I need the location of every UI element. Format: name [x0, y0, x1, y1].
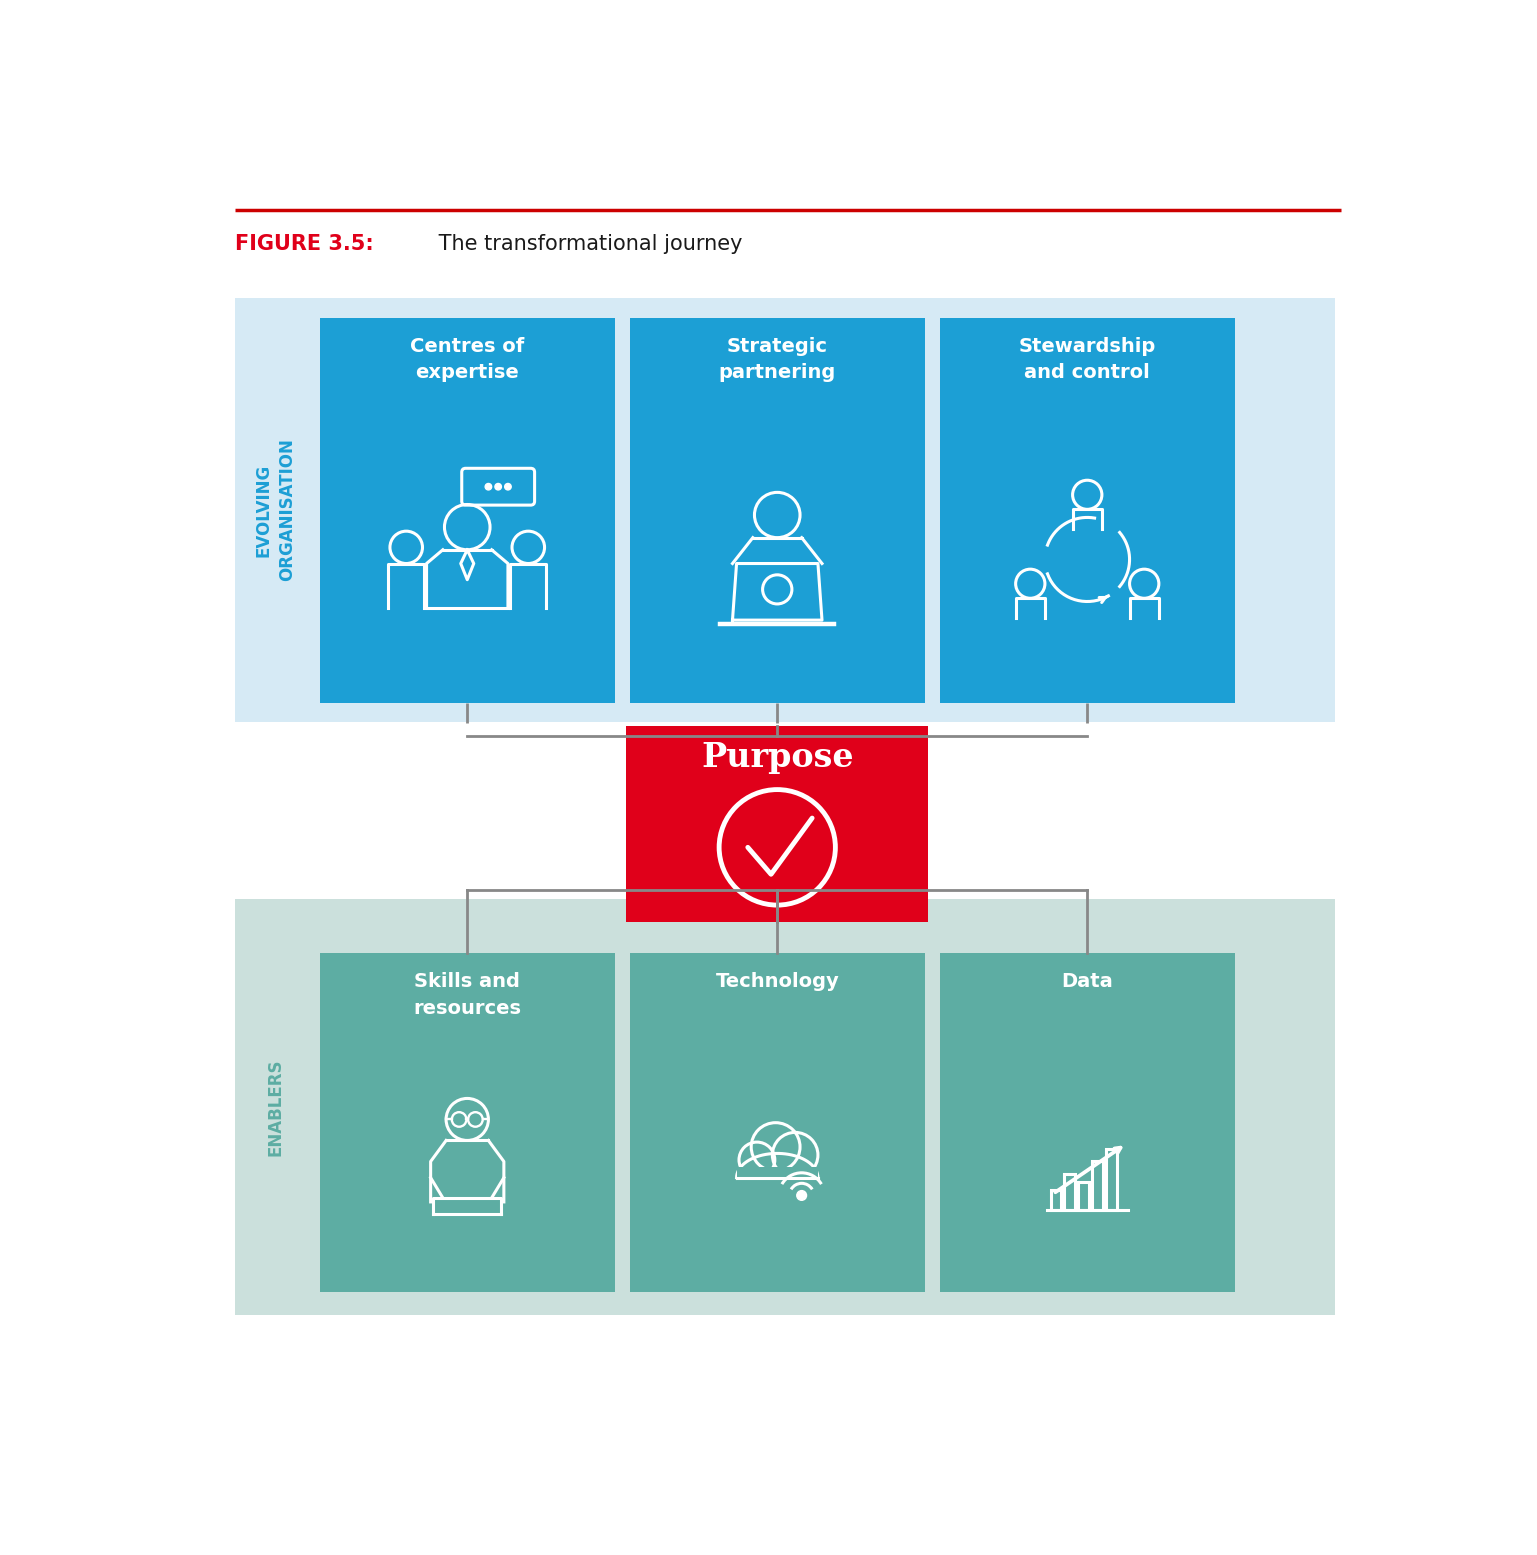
Text: Strategic
partnering: Strategic partnering — [719, 337, 836, 383]
Circle shape — [495, 484, 501, 490]
FancyBboxPatch shape — [941, 317, 1234, 703]
FancyBboxPatch shape — [320, 317, 615, 703]
Circle shape — [796, 1191, 807, 1200]
Text: Centres of
expertise: Centres of expertise — [410, 337, 524, 383]
Text: ENABLERS: ENABLERS — [266, 1057, 284, 1155]
FancyBboxPatch shape — [630, 317, 924, 703]
Text: Technology: Technology — [715, 972, 839, 991]
Text: Data: Data — [1062, 972, 1113, 991]
FancyBboxPatch shape — [320, 953, 615, 1292]
FancyBboxPatch shape — [235, 899, 1336, 1314]
Text: Stewardship
and control: Stewardship and control — [1019, 337, 1156, 383]
Circle shape — [504, 484, 512, 490]
Circle shape — [486, 484, 492, 490]
Text: EVOLVING
ORGANISATION: EVOLVING ORGANISATION — [254, 439, 295, 582]
Text: The transformational journey: The transformational journey — [432, 235, 742, 255]
FancyBboxPatch shape — [235, 299, 1336, 722]
Text: FIGURE 3.5:: FIGURE 3.5: — [235, 235, 373, 255]
Text: Purpose: Purpose — [701, 742, 853, 774]
FancyBboxPatch shape — [736, 1168, 818, 1182]
FancyBboxPatch shape — [630, 953, 924, 1292]
FancyBboxPatch shape — [941, 953, 1234, 1292]
Text: Skills and
resources: Skills and resources — [413, 972, 521, 1017]
FancyBboxPatch shape — [626, 726, 928, 922]
